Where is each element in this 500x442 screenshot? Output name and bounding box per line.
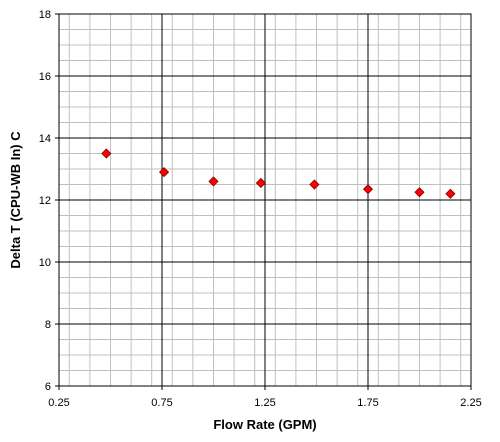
x-tick-label: 0.75 (151, 397, 172, 409)
y-tick-label: 8 (45, 319, 51, 331)
y-tick-label: 12 (39, 195, 51, 207)
x-tick-label: 1.25 (254, 397, 275, 409)
x-axis-ticks: 0.25 0.75 1.25 1.75 2.25 (48, 386, 482, 409)
data-points (101, 148, 456, 199)
x-axis-title: Flow Rate (GPM) (213, 417, 316, 432)
data-point-diamond (255, 177, 266, 189)
data-point-diamond (445, 188, 456, 199)
major-gridlines (59, 14, 471, 386)
data-point-diamond (101, 148, 112, 159)
x-tick-label: 0.25 (48, 397, 69, 409)
y-tick-label: 14 (39, 133, 51, 145)
data-point-diamond (158, 167, 170, 178)
data-point-diamond (414, 187, 425, 198)
x-tick-label: 2.25 (460, 397, 481, 409)
y-tick-label: 6 (45, 381, 51, 393)
x-tick-label: 1.75 (357, 397, 378, 409)
y-axis-ticks: 6 8 10 12 14 16 18 (39, 9, 59, 393)
data-point-diamond (362, 184, 374, 195)
data-point-diamond (309, 179, 320, 190)
y-axis-title: Delta T (CPU-WB In) C (8, 131, 23, 269)
y-tick-label: 10 (39, 257, 51, 269)
data-point-diamond (208, 176, 219, 187)
y-tick-label: 16 (39, 71, 51, 83)
y-tick-label: 18 (39, 9, 51, 21)
